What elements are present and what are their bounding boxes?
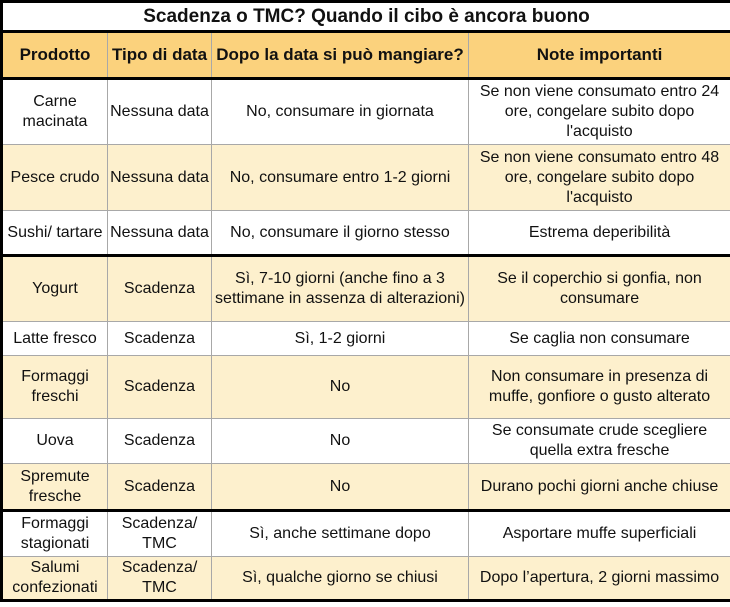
cell-type: Nessuna data (107, 78, 212, 145)
cell-product: Yogurt (1, 254, 108, 322)
cell-notes: Se il coperchio si gonfia, non consumare (467, 254, 730, 322)
cell-after: No, consumare entro 1-2 giorni (211, 144, 469, 211)
table-row: Yogurt Scadenza Sì, 7-10 giorni (anche fin… (1, 254, 730, 322)
cell-after: No, consumare il giorno stesso (211, 210, 469, 256)
cell-after: Sì, qualche giorno se chiusi (211, 556, 469, 601)
cell-type: Scadenza (107, 418, 212, 464)
cell-notes: Se caglia non consumare (467, 321, 730, 356)
table-row: Pesce crudo Nessuna data No, consumare ent… (1, 144, 730, 211)
table-row: Formaggi freschi Scadenza No Non consumare … (1, 355, 730, 419)
header-product: Prodotto (1, 31, 108, 80)
header-type: Tipo di data (107, 31, 212, 80)
header-after: Dopo la data si può mangiare? (211, 31, 469, 80)
cell-after: No (211, 463, 469, 511)
cell-product: Latte fresco (1, 321, 108, 356)
table-row: Uova Scadenza No Se consumate crude sceglie… (1, 418, 730, 464)
cell-type: Scadenza (107, 321, 212, 356)
cell-type: Scadenza/ TMC (107, 509, 212, 557)
cell-notes: Asportare muffe superficiali (467, 509, 730, 557)
cell-product: Salumi confezionati (1, 556, 108, 601)
cell-notes: Estrema deperibilità (467, 210, 730, 256)
cell-type: Nessuna data (107, 210, 212, 256)
cell-type: Scadenza/ TMC (107, 556, 212, 601)
cell-after: Sì, 1-2 giorni (211, 321, 469, 356)
table-title: Scadenza o TMC? Quando il cibo è ancora … (0, 1, 730, 33)
table-row: Latte fresco Scadenza Sì, 1-2 giorni Se cag… (1, 321, 730, 356)
header-notes: Note importanti (467, 31, 730, 80)
cell-after: No (211, 355, 469, 419)
table-row: Sushi/ tartare Nessuna data No, consumare … (1, 210, 730, 256)
cell-notes: Non consumare in presenza di muffe, gonf… (467, 355, 730, 419)
cell-product: Spremute fresche (1, 463, 108, 511)
cell-type: Nessuna data (107, 144, 212, 211)
table-row: Formaggi stagionati Scadenza/ TMC Sì, anch… (1, 509, 730, 557)
cell-type: Scadenza (107, 355, 212, 419)
cell-product: Formaggi freschi (1, 355, 108, 419)
cell-after: No, consumare in giornata (211, 78, 469, 145)
cell-notes: Se consumate crude scegliere quella extr… (467, 418, 730, 464)
table-row: Carne macinata Nessuna data No, consumare … (1, 78, 730, 145)
cell-product: Uova (1, 418, 108, 464)
cell-notes: Se non viene consumato entro 24 ore, con… (467, 78, 730, 145)
cell-after: No (211, 418, 469, 464)
table-row: Salumi confezionati Scadenza/ TMC Sì, qual… (1, 556, 730, 601)
cell-type: Scadenza (107, 254, 212, 322)
cell-notes: Dopo l’apertura, 2 giorni massimo (467, 556, 730, 601)
cell-product: Pesce crudo (1, 144, 108, 211)
cell-product: Formaggi stagionati (1, 509, 108, 557)
cell-product: Sushi/ tartare (1, 210, 108, 256)
table-row: Spremute fresche Scadenza No Durano pochi g… (1, 463, 730, 511)
cell-after: Sì, anche settimane dopo (211, 509, 469, 557)
header-row: Prodotto Tipo di data Dopo la data si pu… (1, 31, 730, 80)
cell-product: Carne macinata (1, 78, 108, 145)
cell-after: Sì, 7-10 giorni (anche fino a 3 settiman… (211, 254, 469, 322)
cell-type: Scadenza (107, 463, 212, 511)
cell-notes: Se non viene consumato entro 48 ore, con… (467, 144, 730, 211)
cell-notes: Durano pochi giorni anche chiuse (467, 463, 730, 511)
